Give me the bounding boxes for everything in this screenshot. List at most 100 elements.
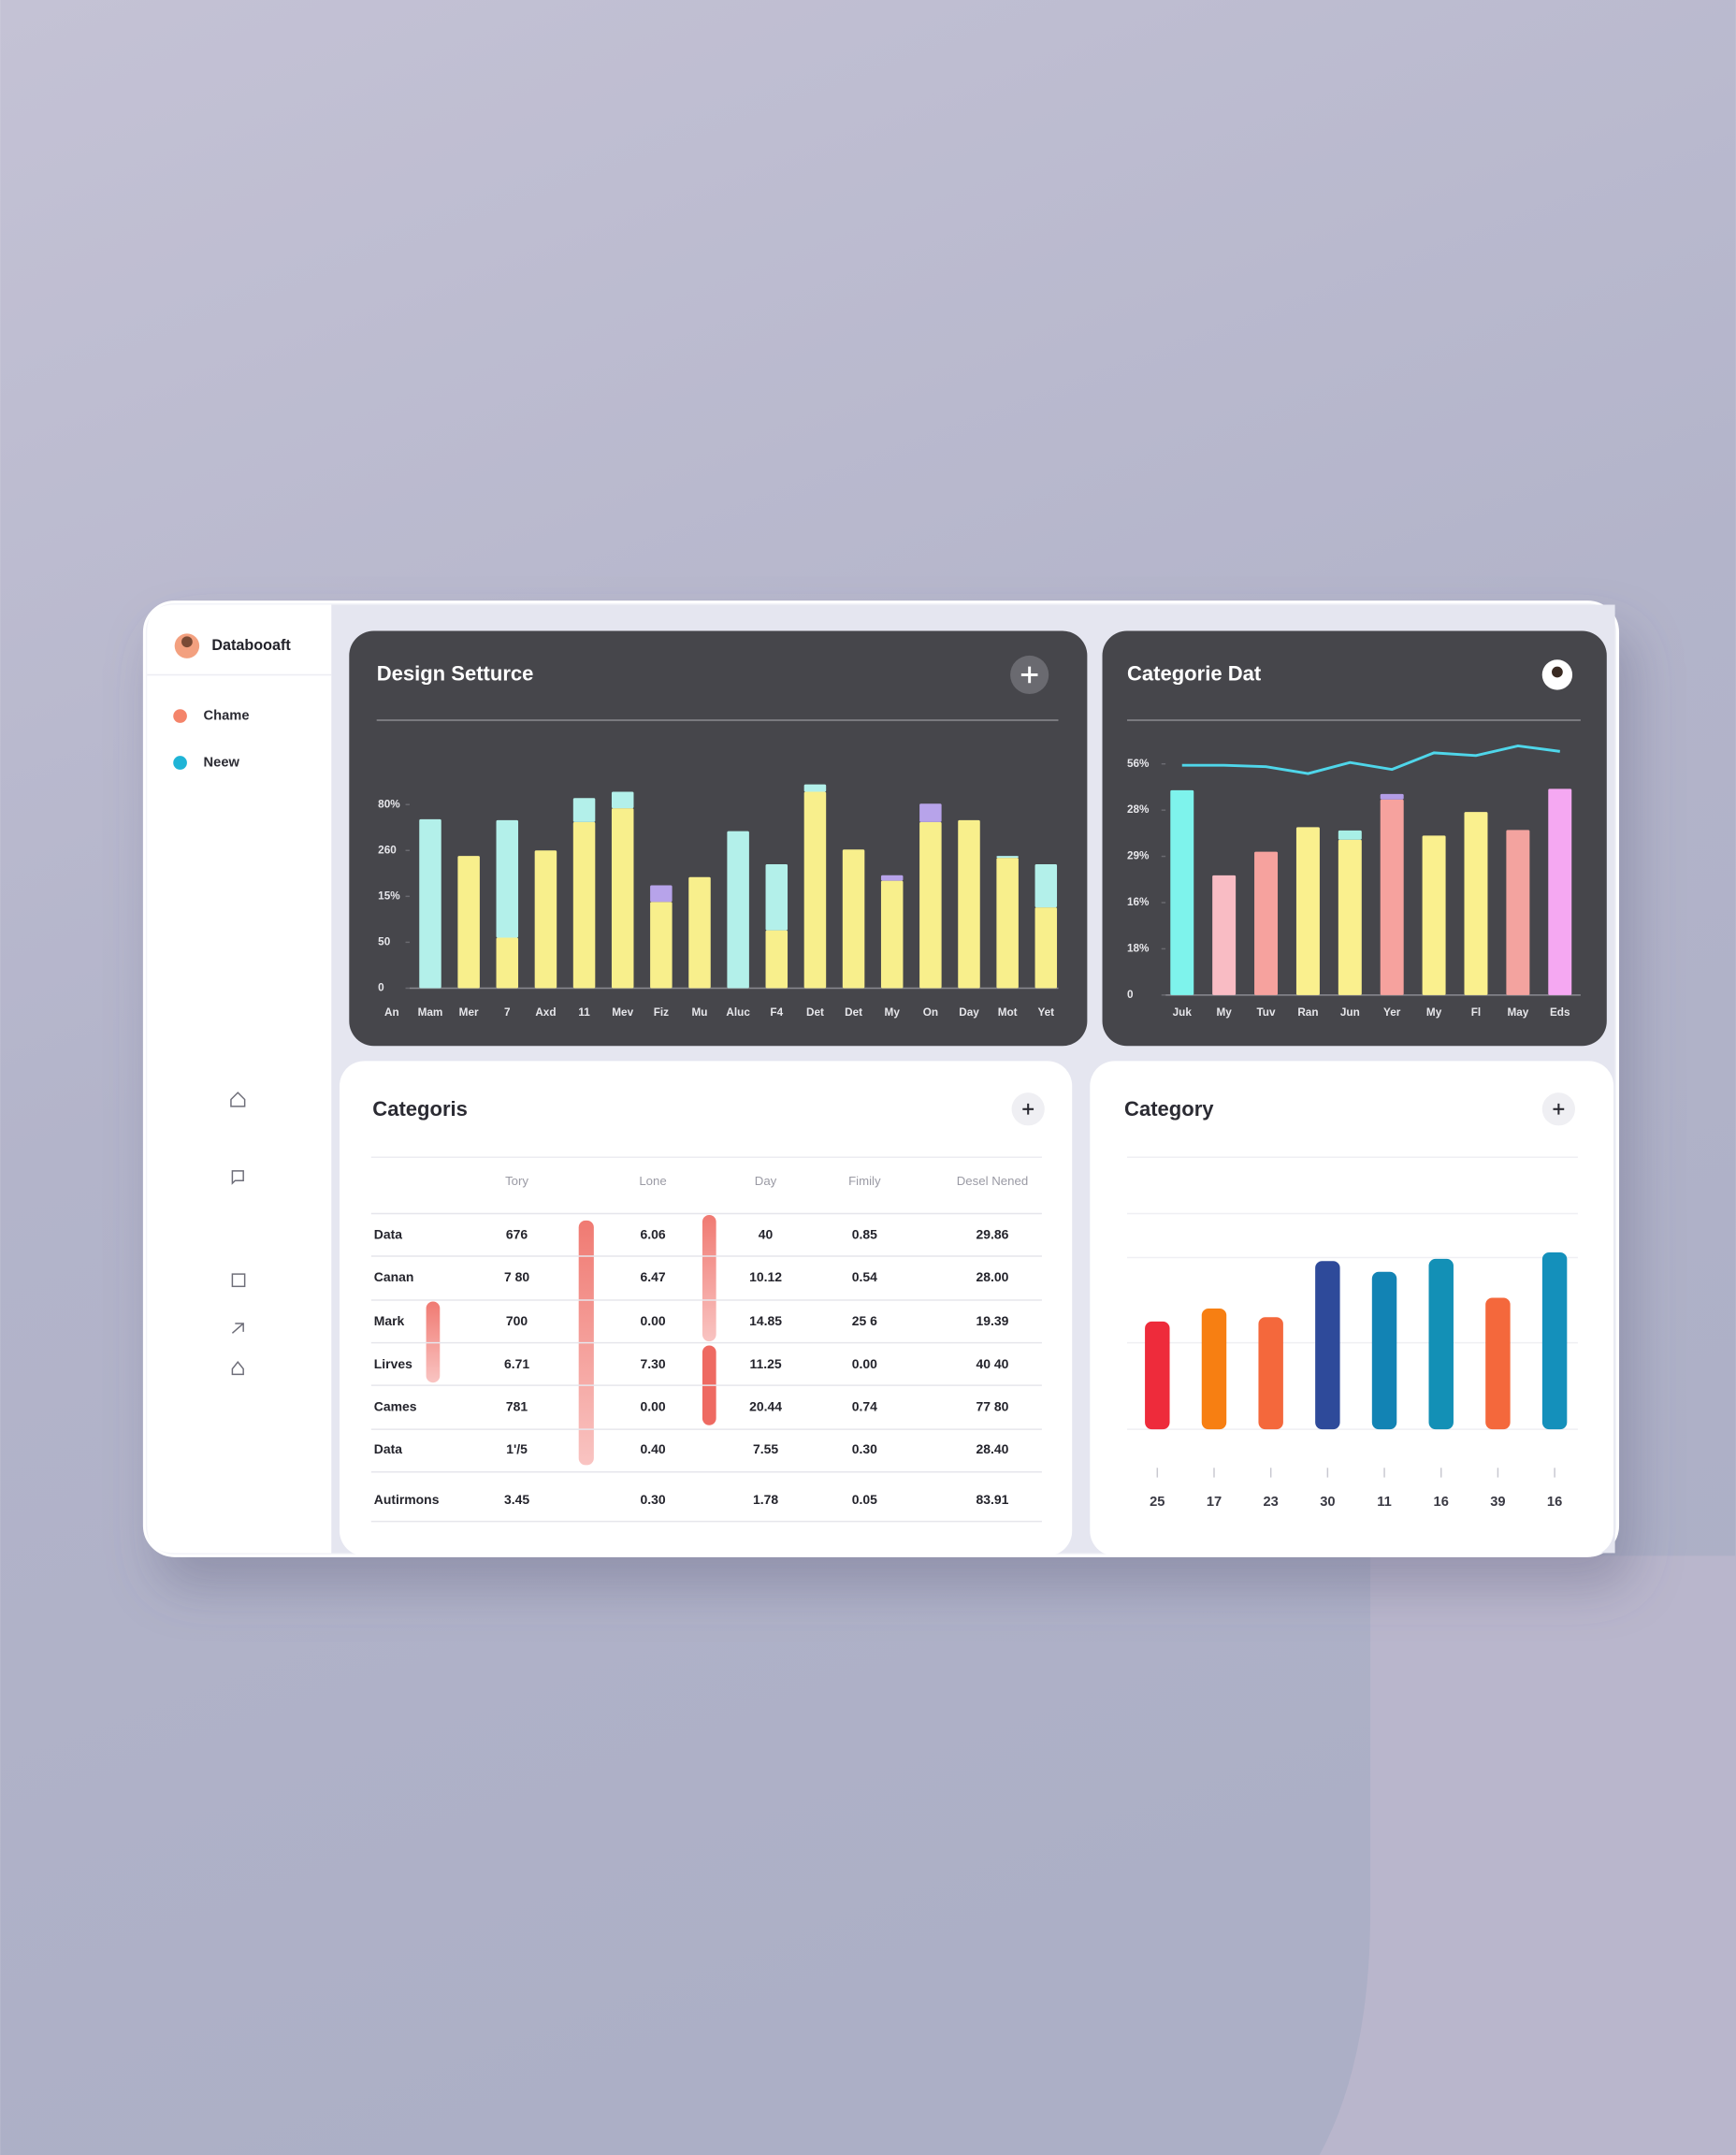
bar [688, 876, 711, 989]
bar [1212, 875, 1237, 995]
legend-dot [173, 756, 187, 770]
chart: 0 50 15% 260 80% An Mam Mer 7 Axd 11 Mev Fiz Mu Aluc F4… [378, 784, 1059, 1019]
cell: 0.30 [852, 1441, 877, 1456]
cell: 0.30 [640, 1492, 665, 1507]
cell: 14.85 [749, 1313, 782, 1328]
bar [1422, 835, 1446, 995]
y-tick-label: 260 [378, 844, 397, 856]
cell: 0.00 [852, 1356, 877, 1371]
bar [496, 819, 519, 938]
bar [1145, 1321, 1170, 1430]
bar [419, 818, 441, 989]
panel-title: Categoris [372, 1097, 468, 1121]
icon-user[interactable] [231, 1360, 244, 1376]
bar [919, 803, 942, 822]
nav-item[interactable]: Chame [204, 708, 250, 723]
bar [1315, 1261, 1340, 1430]
x-tick-label: Ran [1297, 1006, 1318, 1019]
bar [496, 937, 519, 989]
x-tick-label: An [384, 1006, 399, 1019]
bar [1380, 793, 1404, 800]
cell: 20.44 [749, 1398, 782, 1413]
y-tick-label: 0 [1127, 989, 1134, 1001]
cell: 11.25 [749, 1356, 781, 1371]
x-tick-label: Mu [692, 1006, 708, 1019]
table: Tory Lone Day Fimily Desel Nened Data 676 6.06 4… [370, 1174, 1042, 1523]
bar [457, 856, 480, 989]
cell: 6.47 [640, 1269, 665, 1284]
bar [1371, 1271, 1397, 1430]
plus-icon [1022, 1103, 1034, 1115]
chart: 25 17 23 30 11 16 39 16 [1145, 1251, 1568, 1510]
nav: Chame Neew [173, 708, 250, 770]
cell: 0.00 [640, 1313, 665, 1328]
icon-home[interactable] [230, 1092, 246, 1107]
panel-title: Categorie Dat [1127, 661, 1262, 685]
bar [1258, 1317, 1283, 1430]
icon-link[interactable] [231, 1323, 244, 1334]
x-tick-label: 17 [1207, 1495, 1222, 1510]
cell: 0.74 [852, 1398, 877, 1413]
bar [1485, 1297, 1511, 1430]
icon-chat[interactable] [231, 1170, 244, 1185]
bar [765, 863, 788, 931]
bar [534, 850, 557, 989]
cell: 0.54 [852, 1269, 877, 1284]
avatar-head [181, 636, 193, 648]
icon-doc[interactable] [231, 1273, 246, 1288]
cell: 29.86 [976, 1227, 1009, 1242]
cell: 40 [759, 1227, 774, 1242]
column-header: Desel Nened [957, 1174, 1028, 1188]
bar [1506, 830, 1530, 995]
cell: 10.12 [749, 1269, 782, 1284]
sidebar [147, 604, 332, 1554]
y-tick-label: 56% [1127, 758, 1150, 770]
x-tick-label: Det [845, 1006, 862, 1019]
y-tick-label: 15% [378, 889, 400, 902]
bar [919, 821, 942, 989]
y-tick-label: 18% [1127, 943, 1150, 955]
cell: 7 80 [504, 1269, 529, 1284]
cell: 7.55 [753, 1441, 778, 1456]
cell: 40 40 [976, 1356, 1009, 1371]
row-label: Cames [374, 1398, 417, 1413]
bar [1201, 1308, 1227, 1430]
x-tick-label: 11 [578, 1006, 590, 1019]
x-tick-label: My [1216, 1006, 1232, 1019]
x-tick-label: On [923, 1006, 938, 1019]
bar [611, 808, 634, 989]
bar [958, 819, 980, 989]
bar [611, 791, 634, 809]
decor-bar [702, 1214, 716, 1342]
cell: 700 [506, 1313, 528, 1328]
cell: 781 [506, 1398, 528, 1413]
cell: 25 6 [852, 1313, 877, 1328]
cell: 0.40 [640, 1441, 665, 1456]
line [1181, 744, 1560, 775]
column-header: Fimily [848, 1174, 881, 1188]
bar [1034, 863, 1058, 908]
bar [842, 849, 865, 989]
bar [880, 875, 904, 881]
x-tick-label: Mer [459, 1006, 479, 1019]
column-header: Day [755, 1174, 777, 1188]
bar [1295, 827, 1320, 995]
legend-dot [173, 709, 187, 723]
brand: Databooaft [211, 637, 291, 654]
nav-item[interactable]: Neew [204, 755, 240, 770]
x-tick-label: Mot [998, 1006, 1018, 1019]
panel [1090, 1061, 1614, 1556]
x-tick-label: 39 [1490, 1495, 1505, 1510]
x-tick-label: Mev [612, 1006, 633, 1019]
x-tick-label: Mam [418, 1006, 443, 1019]
cell: 6.06 [640, 1227, 665, 1242]
cell: 1.78 [753, 1492, 778, 1507]
cell: 0.05 [852, 1492, 877, 1507]
x-tick-label: Jun [1340, 1006, 1360, 1019]
bar [1254, 851, 1279, 995]
cell: 1'/5 [506, 1441, 528, 1456]
bar [880, 880, 904, 989]
bar [803, 791, 827, 989]
cell: 77 80 [976, 1398, 1009, 1413]
row-label: Mark [374, 1313, 405, 1328]
